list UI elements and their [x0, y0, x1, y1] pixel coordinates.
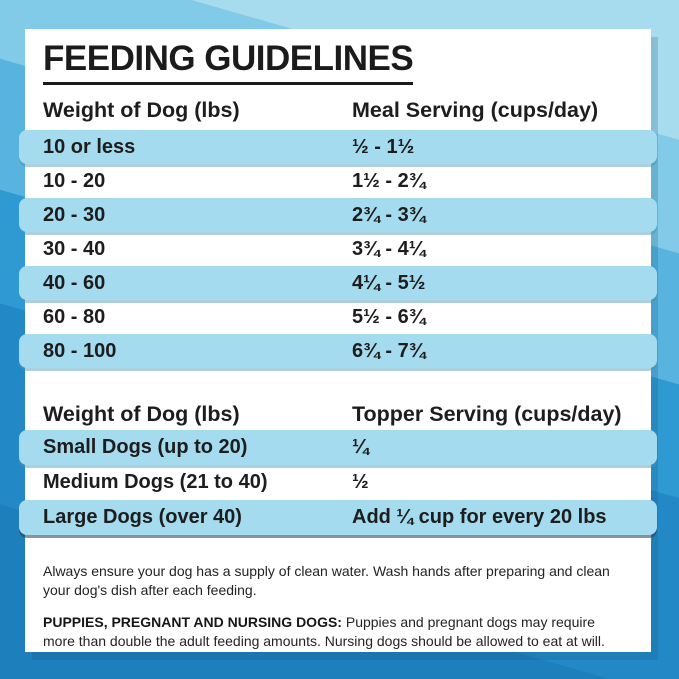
topper-table-header-row: Weight of Dog (lbs) Topper Serving (cups…	[25, 402, 651, 427]
table-row: Small Dogs (up to 20) ¼	[19, 430, 657, 465]
meal-weight-column-header: Weight of Dog (lbs)	[43, 98, 240, 122]
serving-cell: 3¾ - 4¼	[352, 237, 426, 260]
notes-section: Always ensure your dog has a supply of c…	[43, 562, 633, 651]
table-row: 40 - 60 4¼ - 5½	[19, 266, 657, 300]
topper-serving-column-header: Topper Serving (cups/day)	[352, 402, 622, 426]
weight-cell: 60 - 80	[43, 305, 106, 328]
weight-cell: Small Dogs (up to 20)	[43, 436, 248, 458]
serving-cell: 2¾ - 3¾	[352, 203, 426, 226]
table-row: 10 or less ½ - 1½	[19, 130, 657, 164]
table-row: 30 - 40 3¾ - 4¼	[25, 232, 651, 266]
puppies-note: PUPPIES, PREGNANT AND NURSING DOGS: Pupp…	[43, 613, 633, 651]
feeding-guidelines-card: FEEDING GUIDELINES Weight of Dog (lbs) M…	[19, 29, 657, 652]
water-note: Always ensure your dog has a supply of c…	[43, 562, 633, 600]
meal-table-header-row: Weight of Dog (lbs) Meal Serving (cups/d…	[25, 98, 651, 123]
water-note-line2: your dog's dish after each feeding.	[43, 582, 257, 598]
serving-cell: 4¼ - 5½	[352, 271, 426, 294]
serving-cell: ½	[352, 471, 369, 493]
topper-weight-column-header: Weight of Dog (lbs)	[43, 402, 240, 426]
weight-cell: 20 - 30	[43, 203, 106, 226]
water-note-line1: Always ensure your dog has a supply of c…	[43, 563, 610, 579]
weight-cell: 10 or less	[43, 135, 136, 158]
serving-cell: 5½ - 6¾	[352, 305, 426, 328]
puppies-note-label: PUPPIES, PREGNANT AND NURSING DOGS:	[43, 614, 342, 630]
serving-cell: 1½ - 2¾	[352, 169, 426, 192]
weight-cell: 80 - 100	[43, 339, 117, 362]
serving-cell: ½ - 1½	[352, 135, 415, 158]
weight-cell: Medium Dogs (21 to 40)	[43, 471, 268, 493]
topper-table: Small Dogs (up to 20) ¼ Medium Dogs (21 …	[19, 430, 657, 535]
meal-table: 10 or less ½ - 1½ 10 - 20 1½ - 2¾ 20 - 3…	[19, 130, 657, 368]
title-section: FEEDING GUIDELINES	[43, 41, 651, 85]
puppies-note-line1: Puppies and pregnant dogs may require	[345, 614, 595, 630]
weight-cell: 10 - 20	[43, 169, 106, 192]
weight-cell: 30 - 40	[43, 237, 106, 260]
table-row: 60 - 80 5½ - 6¾	[25, 300, 651, 334]
table-row: 20 - 30 2¾ - 3¾	[19, 198, 657, 232]
page-title: FEEDING GUIDELINES	[43, 41, 414, 85]
weight-cell: 40 - 60	[43, 271, 106, 294]
table-row: 10 - 20 1½ - 2¾	[25, 164, 651, 198]
serving-cell: 6¾ - 7¾	[352, 339, 426, 362]
weight-cell: Large Dogs (over 40)	[43, 506, 242, 528]
table-row: Medium Dogs (21 to 40) ½	[25, 465, 651, 500]
serving-cell: ¼	[352, 436, 369, 458]
puppies-note-line2: more than double the adult feeding amoun…	[43, 633, 605, 649]
serving-cell: Add ¼ cup for every 20 lbs	[352, 506, 607, 528]
meal-serving-column-header: Meal Serving (cups/day)	[352, 98, 599, 122]
table-row: 80 - 100 6¾ - 7¾	[19, 334, 657, 368]
table-row: Large Dogs (over 40) Add ¼ cup for every…	[19, 500, 657, 535]
